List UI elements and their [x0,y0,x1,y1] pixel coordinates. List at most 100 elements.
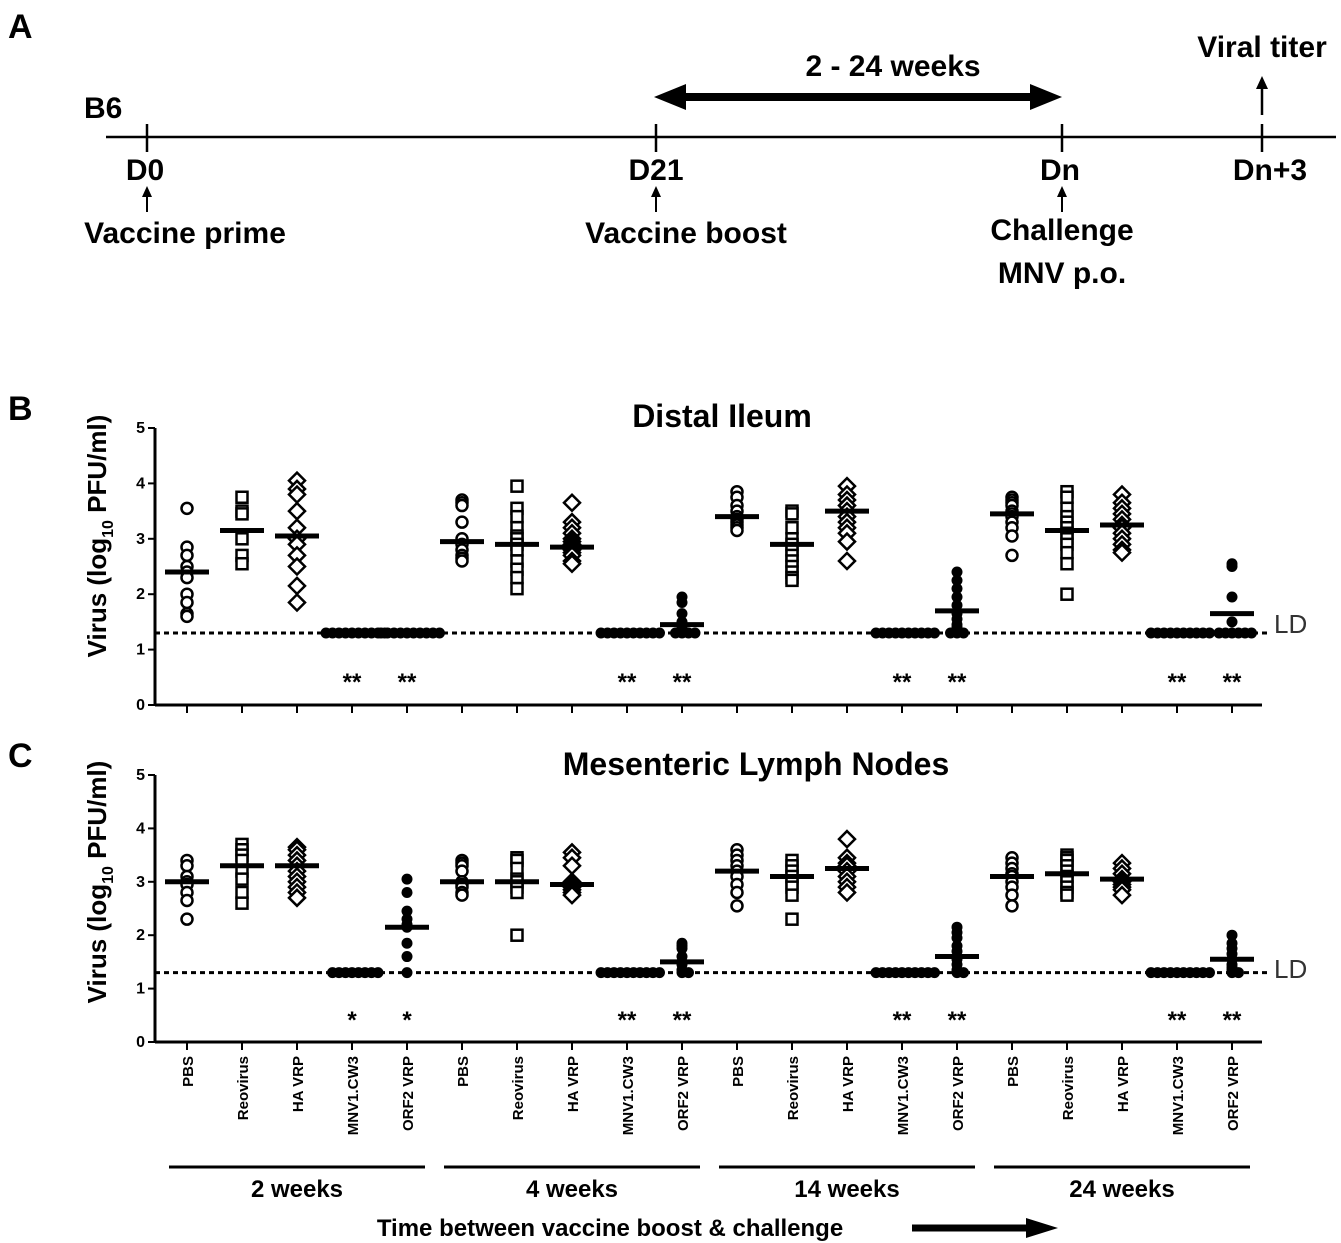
data-point-filled [595,627,607,639]
significance-marker: ** [618,1007,637,1034]
panel-c-mesenteric-lymph-nodes: C Mesenteric Lymph Nodes Virus (log10 PF… [8,737,1307,1051]
panel-a-timeline: A B6 2 - 24 weeks Viral titer D0 D21 Dn … [8,8,1336,290]
data-point-square [510,479,524,493]
category-label: ORF2 VRP [675,1056,692,1131]
group-label: 2 weeks [251,1176,343,1203]
data-point-filled [1246,627,1257,639]
category-label: MNV1.CW3 [1170,1056,1187,1135]
data-point-square [510,861,524,876]
data-point-filled [1226,616,1238,628]
data-point-circle [1005,529,1019,543]
data-point-diamond [837,829,857,849]
y-ticks-b: 0 1 2 3 4 5 [136,420,155,714]
data-point-circle [455,888,469,902]
category-label: ORF2 VRP [400,1056,417,1131]
data-point-square [785,912,799,926]
data-point-square [510,581,524,596]
y-tick-label: 0 [136,1034,145,1051]
data-point-filled [951,583,963,595]
data-point-filled [951,945,963,957]
data-point-square [235,896,249,910]
data-point-square [785,520,799,535]
y-tick-label: 2 [136,927,145,944]
data-point-filled [434,627,445,639]
y-tick-label: 2 [136,586,145,603]
significance-marker: ** [948,669,967,696]
data-point-circle [730,523,744,538]
data-point-circle [180,609,194,624]
category-label: Reovirus [1060,1056,1077,1120]
group-label: 24 weeks [1069,1176,1174,1203]
data-point-square [785,573,799,588]
y-tick-label: 0 [136,697,145,714]
data-point-filled [670,627,681,639]
y-tick-label: 1 [136,642,145,659]
category-label: HA VRP [840,1056,857,1112]
data-point-square [1060,888,1074,902]
data-point-filled [676,597,688,609]
data-point-circle [180,912,194,926]
significance-marker: ** [948,1007,967,1034]
data-points-c [180,829,1244,979]
significance-c: * * ** ** ** ** ** ** [347,1007,1242,1034]
challenge-arrow [1057,186,1067,212]
data-point-square [785,507,799,521]
data-point-square [1060,556,1074,571]
chart-title-mln: Mesenteric Lymph Nodes [563,746,949,782]
data-point-circle [1005,888,1019,902]
y-tick-label: 1 [136,981,145,998]
day-dn: Dn [1040,154,1080,187]
data-point-filled [401,967,413,979]
data-point-filled [401,905,413,917]
day-dn3: Dn+3 [1233,154,1307,187]
day-d0: D0 [126,154,164,187]
significance-marker: ** [398,669,417,696]
interval-arrow [654,84,1062,110]
data-point-circle [730,899,744,913]
panel-b-distal-ileum: B Distal Ileum Virus (log10 PFU/ml) 0 1 2 3… [8,390,1307,714]
x-axis-label: Time between vaccine boost & challenge [377,1215,843,1242]
data-point-filled [951,566,963,578]
category-label: MNV1.CW3 [620,1056,637,1135]
data-point-circle [455,498,469,513]
data-point-filled [945,627,956,639]
significance-marker: ** [1223,1007,1242,1034]
data-point-diamond [287,592,307,613]
data-point-diamond [837,882,857,903]
category-label: Reovirus [235,1056,252,1120]
data-point-diamond [287,556,307,577]
panel-letter-c: C [8,737,33,775]
category-label: PBS [730,1056,747,1087]
data-point-square [235,532,249,546]
strain-label: B6 [84,92,122,125]
data-point-diamond [562,493,582,513]
day-d21: D21 [628,154,683,187]
y-axis-label-c: Virus (log10 PFU/ml) [82,761,117,1004]
y-tick-label: 3 [136,874,145,891]
data-point-filled [1213,627,1225,639]
data-point-circle [455,515,469,529]
significance-marker: ** [1168,1007,1187,1034]
data-point-filled [1233,967,1244,979]
data-point-square [235,507,249,521]
data-point-square [235,556,249,571]
data-point-filled [958,967,969,979]
significance-marker: ** [1223,669,1242,696]
group-labels: 2 weeks 4 weeks 14 weeks 24 weeks [169,1165,1250,1203]
data-point-filled [951,932,963,944]
data-point-filled [951,574,963,586]
data-point-diamond [287,576,307,596]
significance-marker: ** [673,669,692,696]
event-challenge-line2: MNV p.o. [998,257,1126,290]
category-labels: PBS Reovirus HA VRP MNV1.CW3 ORF2 VRP PBS Reov… [180,1056,1242,1135]
data-point-diamond [287,888,307,908]
category-label: MNV1.CW3 [345,1056,362,1135]
significance-marker: ** [343,669,362,696]
y-ticks-c: 0 1 2 3 4 5 [136,767,155,1051]
data-point-circle [180,859,194,873]
y-tick-label: 5 [136,767,145,784]
significance-marker: ** [618,669,637,696]
significance-marker: ** [673,1007,692,1034]
significance-b: ** ** ** ** ** ** ** ** [343,669,1242,696]
data-point-diamond [837,551,857,571]
